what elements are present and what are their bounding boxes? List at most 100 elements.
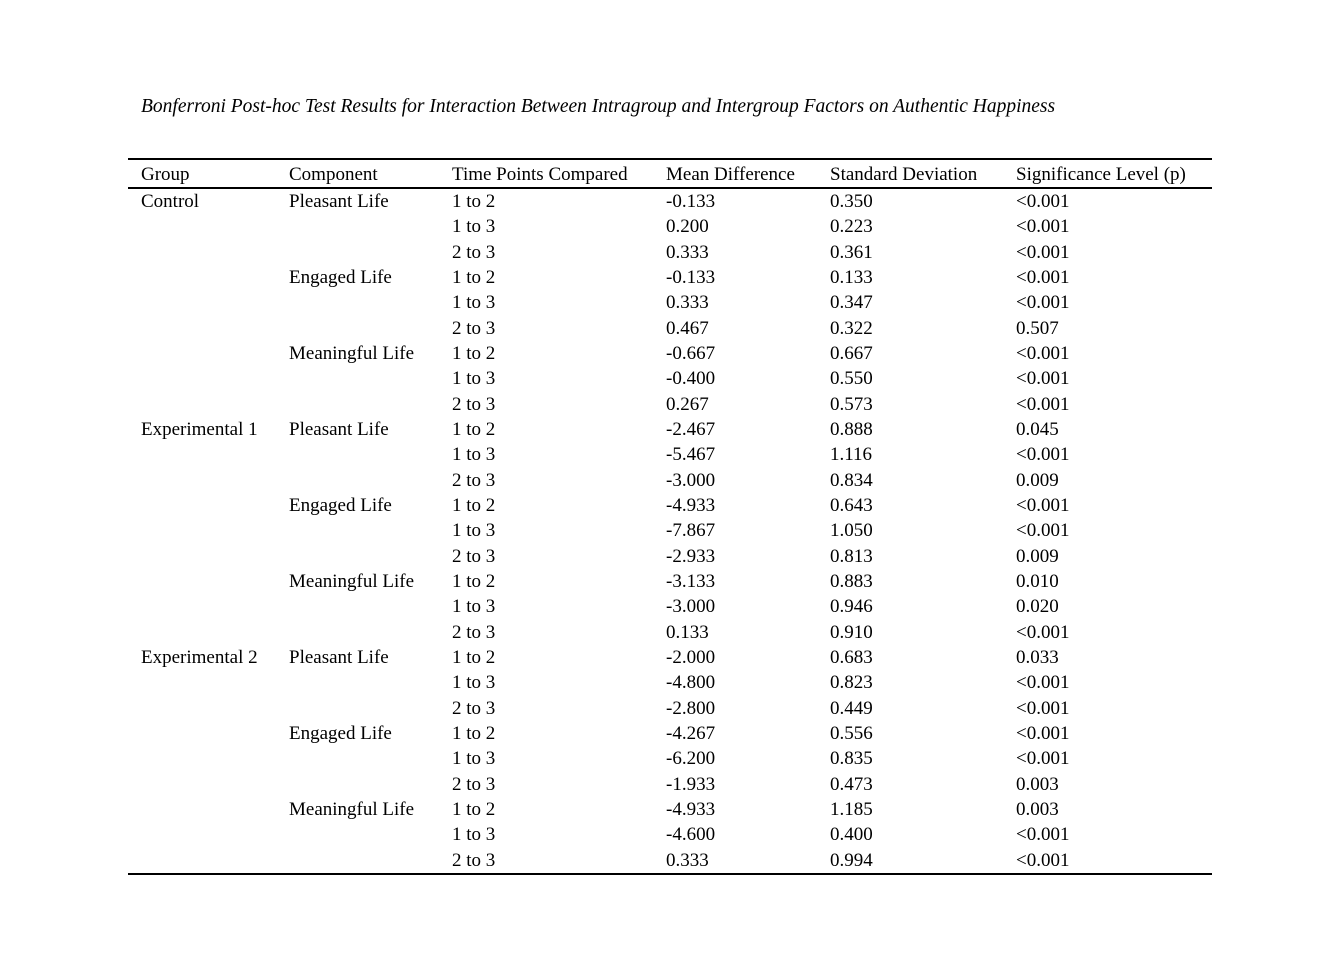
table-cell: 0.834 bbox=[830, 469, 873, 491]
table-row: Experimental 2 Pleasant Life 1 to 2 -2.000 0… bbox=[128, 645, 1212, 670]
table-cell bbox=[289, 822, 452, 847]
table-cell: -6.200 bbox=[666, 748, 716, 770]
table-cell: <0.001 bbox=[1016, 216, 1070, 238]
table-cell: 0.010 bbox=[1016, 570, 1059, 592]
table-row: 2 to 3 -2.933 0.813 0.009 bbox=[128, 544, 1212, 569]
table-cell: 1.185 bbox=[830, 798, 873, 820]
table-cell: 0.003 bbox=[1016, 773, 1059, 795]
table-row: Meaningful Life 1 to 2 -3.133 0.883 0.010 bbox=[128, 569, 1212, 594]
table-row: 1 to 3 -5.467 1.116 <0.001 bbox=[128, 442, 1212, 467]
table-header-row: Group Component Time Points Compared Mean D… bbox=[128, 158, 1212, 189]
column-header: Component bbox=[289, 164, 378, 185]
table-cell: <0.001 bbox=[1016, 722, 1070, 744]
table-cell: 1 to 2 bbox=[452, 798, 496, 820]
table-row: Experimental 1 Pleasant Life 1 to 2 -2.467 0… bbox=[128, 417, 1212, 442]
table-row: 2 to 3 0.467 0.322 0.507 bbox=[128, 316, 1212, 341]
table-cell bbox=[289, 442, 452, 467]
table-cell: 0.400 bbox=[830, 824, 873, 846]
column-header: Mean Difference bbox=[666, 164, 795, 185]
table-cell bbox=[289, 316, 452, 341]
table-cell bbox=[128, 392, 289, 417]
table-cell: <0.001 bbox=[1016, 241, 1070, 263]
table-row: 1 to 3 -7.867 1.050 <0.001 bbox=[128, 518, 1212, 543]
table-cell: 2 to 3 bbox=[452, 621, 496, 643]
table-row: Control Pleasant Life 1 to 2 -0.133 0.350 <0.… bbox=[128, 189, 1212, 214]
table-body: Control Pleasant Life 1 to 2 -0.133 0.350 <0.… bbox=[128, 189, 1212, 875]
table-cell: -0.400 bbox=[666, 368, 716, 390]
table-row: Engaged Life 1 to 2 -4.267 0.556 <0.001 bbox=[128, 721, 1212, 746]
table-cell: 2 to 3 bbox=[452, 773, 496, 795]
table-cell bbox=[128, 290, 289, 315]
table-row: 2 to 3 0.333 0.361 <0.001 bbox=[128, 240, 1212, 265]
table-cell bbox=[128, 544, 289, 569]
table-cell bbox=[289, 594, 452, 619]
column-header: Standard Deviation bbox=[830, 164, 978, 185]
table-cell bbox=[128, 746, 289, 771]
table-cell: 0.133 bbox=[830, 266, 873, 288]
table-cell: -4.600 bbox=[666, 824, 716, 846]
table-cell: <0.001 bbox=[1016, 748, 1070, 770]
table-cell bbox=[128, 341, 289, 366]
results-table: Group Component Time Points Compared Mean D… bbox=[128, 158, 1212, 875]
table-cell: -2.467 bbox=[666, 418, 716, 440]
table-cell: 2 to 3 bbox=[452, 469, 496, 491]
table-cell bbox=[128, 797, 289, 822]
table-cell bbox=[128, 442, 289, 467]
table-cell: 0.473 bbox=[830, 773, 873, 795]
table-cell bbox=[128, 721, 289, 746]
table-row: 2 to 3 -2.800 0.449 <0.001 bbox=[128, 696, 1212, 721]
table-cell: <0.001 bbox=[1016, 342, 1070, 364]
table-cell: -2.800 bbox=[666, 697, 716, 719]
table-cell: Meaningful Life bbox=[289, 342, 415, 364]
table-cell: 0.350 bbox=[830, 191, 873, 212]
table-cell: -0.133 bbox=[666, 191, 716, 212]
table-cell: 0.333 bbox=[666, 849, 709, 871]
table-cell: <0.001 bbox=[1016, 292, 1070, 314]
table-row: Meaningful Life 1 to 2 -4.933 1.185 0.003 bbox=[128, 797, 1212, 822]
table-cell bbox=[128, 670, 289, 695]
table-cell: -4.933 bbox=[666, 494, 716, 516]
table-cell: Pleasant Life bbox=[289, 646, 389, 668]
table-cell: -0.133 bbox=[666, 266, 716, 288]
table-cell: 0.683 bbox=[830, 646, 873, 668]
table-cell: 0.946 bbox=[830, 596, 873, 618]
table-cell: 0.223 bbox=[830, 216, 873, 238]
table-cell: 0.003 bbox=[1016, 798, 1059, 820]
table-cell: 1 to 2 bbox=[452, 342, 496, 364]
table-cell bbox=[289, 392, 452, 417]
table-cell: 1 to 2 bbox=[452, 646, 496, 668]
table-cell: Control bbox=[141, 191, 200, 212]
table-row: 2 to 3 0.333 0.994 <0.001 bbox=[128, 848, 1212, 873]
table-cell bbox=[128, 240, 289, 265]
table-cell: 0.994 bbox=[830, 849, 873, 871]
table-cell bbox=[128, 493, 289, 518]
table-cell: 0.020 bbox=[1016, 596, 1059, 618]
table-title: Bonferroni Post-hoc Test Results for Int… bbox=[141, 96, 1056, 117]
table-cell bbox=[289, 240, 452, 265]
table-cell bbox=[289, 214, 452, 239]
table-cell: <0.001 bbox=[1016, 266, 1070, 288]
table-cell: 0.507 bbox=[1016, 317, 1059, 339]
table-cell: -2.000 bbox=[666, 646, 716, 668]
table-cell bbox=[289, 670, 452, 695]
table-cell: <0.001 bbox=[1016, 444, 1070, 466]
table-cell: Experimental 2 bbox=[141, 646, 258, 668]
table-cell: 2 to 3 bbox=[452, 317, 496, 339]
table-cell: 0.643 bbox=[830, 494, 873, 516]
table-cell: 0.813 bbox=[830, 545, 873, 567]
table-cell: Meaningful Life bbox=[289, 798, 415, 820]
table-cell: <0.001 bbox=[1016, 494, 1070, 516]
table-cell: Engaged Life bbox=[289, 266, 392, 288]
table-cell: 1 to 2 bbox=[452, 191, 496, 212]
table-cell: -4.267 bbox=[666, 722, 716, 744]
table-cell: 0.910 bbox=[830, 621, 873, 643]
table-cell: <0.001 bbox=[1016, 824, 1070, 846]
table-cell bbox=[128, 518, 289, 543]
table-cell: 0.347 bbox=[830, 292, 873, 314]
table-cell: 0.033 bbox=[1016, 646, 1059, 668]
table-row: 2 to 3 0.133 0.910 <0.001 bbox=[128, 620, 1212, 645]
table-cell: 1 to 3 bbox=[452, 824, 496, 846]
table-cell: 1.116 bbox=[830, 444, 873, 466]
table-cell: -5.467 bbox=[666, 444, 716, 466]
table-cell: 1 to 2 bbox=[452, 570, 496, 592]
